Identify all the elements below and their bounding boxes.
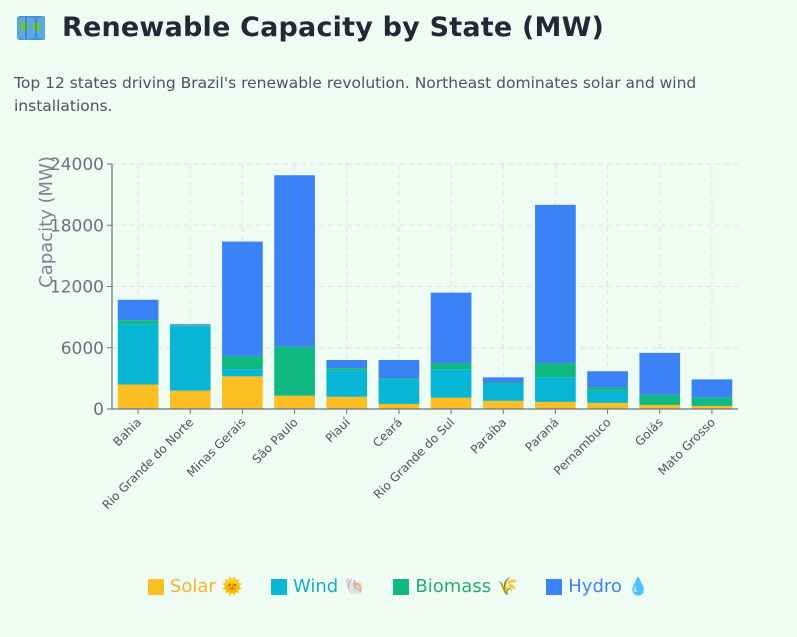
legend-item-hydro[interactable]: Hydro 💧	[546, 576, 649, 597]
x-tick-label: Paraíba	[468, 415, 509, 456]
bar-solar	[274, 395, 315, 409]
bar-solar	[430, 397, 472, 409]
bar-wind	[326, 370, 368, 397]
y-axis-label: Capacity (MW)	[36, 156, 57, 288]
bar-hydro	[378, 360, 420, 379]
legend-label: Wind	[292, 576, 339, 597]
bar-hydro	[587, 371, 628, 388]
bar-solar	[639, 404, 681, 409]
legend-emoji-icon: 🌾	[497, 576, 519, 597]
bar-hydro	[222, 241, 263, 356]
x-tick-label: Rio Grande do Norte	[100, 415, 197, 512]
bar-biomass	[326, 368, 368, 371]
legend-emoji-icon: 🐚	[344, 576, 366, 597]
bar-hydro	[535, 204, 576, 364]
x-tick-label: Paraná	[522, 415, 561, 454]
legend-emoji-icon: 💧	[627, 576, 650, 597]
bar-biomass	[117, 320, 159, 325]
chart-legend: Solar 🌞 Wind 🐚 Biomass 🌾 Hydro 💧	[0, 576, 797, 597]
legend-label: Hydro	[568, 576, 622, 597]
bar-wind	[430, 369, 472, 398]
bar-wind	[482, 383, 524, 401]
y-tick-label: 6000	[61, 339, 104, 359]
page-title: Renewable Capacity by State (MW)	[62, 12, 605, 43]
bar-hydro	[169, 324, 211, 326]
bar-hydro	[274, 175, 315, 347]
bar-biomass	[430, 363, 472, 370]
x-tick-label: Ceará	[370, 415, 405, 450]
bar-hydro	[482, 377, 524, 383]
bar-solar	[326, 396, 368, 409]
bar-solar	[691, 405, 733, 409]
bars-layer	[117, 175, 733, 409]
y-tick-label: 0	[93, 400, 104, 420]
legend-item-wind[interactable]: Wind 🐚	[270, 576, 366, 597]
bar-biomass	[274, 346, 315, 396]
bar-hydro	[639, 352, 681, 395]
legend-item-biomass[interactable]: Biomass 🌾	[393, 576, 518, 597]
bar-wind	[169, 326, 211, 391]
bar-solar	[378, 403, 420, 409]
bar-biomass	[169, 325, 211, 327]
legend-item-solar[interactable]: Solar 🌞	[147, 576, 243, 597]
bar-solar	[117, 384, 159, 409]
bar-biomass	[378, 378, 420, 380]
x-tick-label: Piauí	[323, 415, 354, 446]
legend-emoji-icon: 🌞	[221, 576, 243, 597]
bar-hydro	[430, 292, 472, 364]
bar-solar	[169, 390, 211, 409]
bar-biomass	[639, 394, 681, 405]
page-subtitle: Top 12 states driving Brazil's renewable…	[14, 74, 697, 115]
bar-solar	[535, 401, 576, 409]
y-tick-label: 18000	[50, 216, 104, 236]
bar-biomass	[482, 382, 524, 384]
legend-swatch	[546, 578, 563, 595]
legend-swatch	[270, 578, 287, 595]
bar-solar	[587, 402, 628, 409]
bar-hydro	[117, 299, 159, 321]
bar-hydro	[691, 379, 733, 398]
bar-wind	[378, 379, 420, 404]
x-tick-label: Bahia	[110, 415, 144, 449]
bar-wind	[535, 377, 576, 402]
x-tick-label: Goiás	[632, 415, 666, 449]
legend-label: Biomass	[415, 576, 492, 597]
bar-solar	[482, 400, 524, 409]
bar-solar	[222, 376, 263, 409]
bar-biomass	[691, 397, 733, 406]
y-tick-label: 24000	[50, 155, 104, 175]
map-icon	[17, 15, 45, 40]
bar-hydro	[326, 360, 368, 369]
legend-label: Solar	[169, 576, 216, 597]
header: Renewable Capacity by State (MW)	[16, 12, 604, 43]
x-tick-label: São Paulo	[249, 415, 300, 466]
legend-swatch	[393, 578, 410, 595]
legend-swatch	[147, 578, 164, 595]
bar-biomass	[222, 355, 263, 370]
bar-wind	[117, 324, 159, 385]
bar-biomass	[535, 363, 576, 378]
bar-wind	[587, 390, 628, 403]
bar-wind	[222, 369, 263, 377]
bar-biomass	[587, 387, 628, 391]
y-tick-label: 12000	[50, 278, 104, 298]
